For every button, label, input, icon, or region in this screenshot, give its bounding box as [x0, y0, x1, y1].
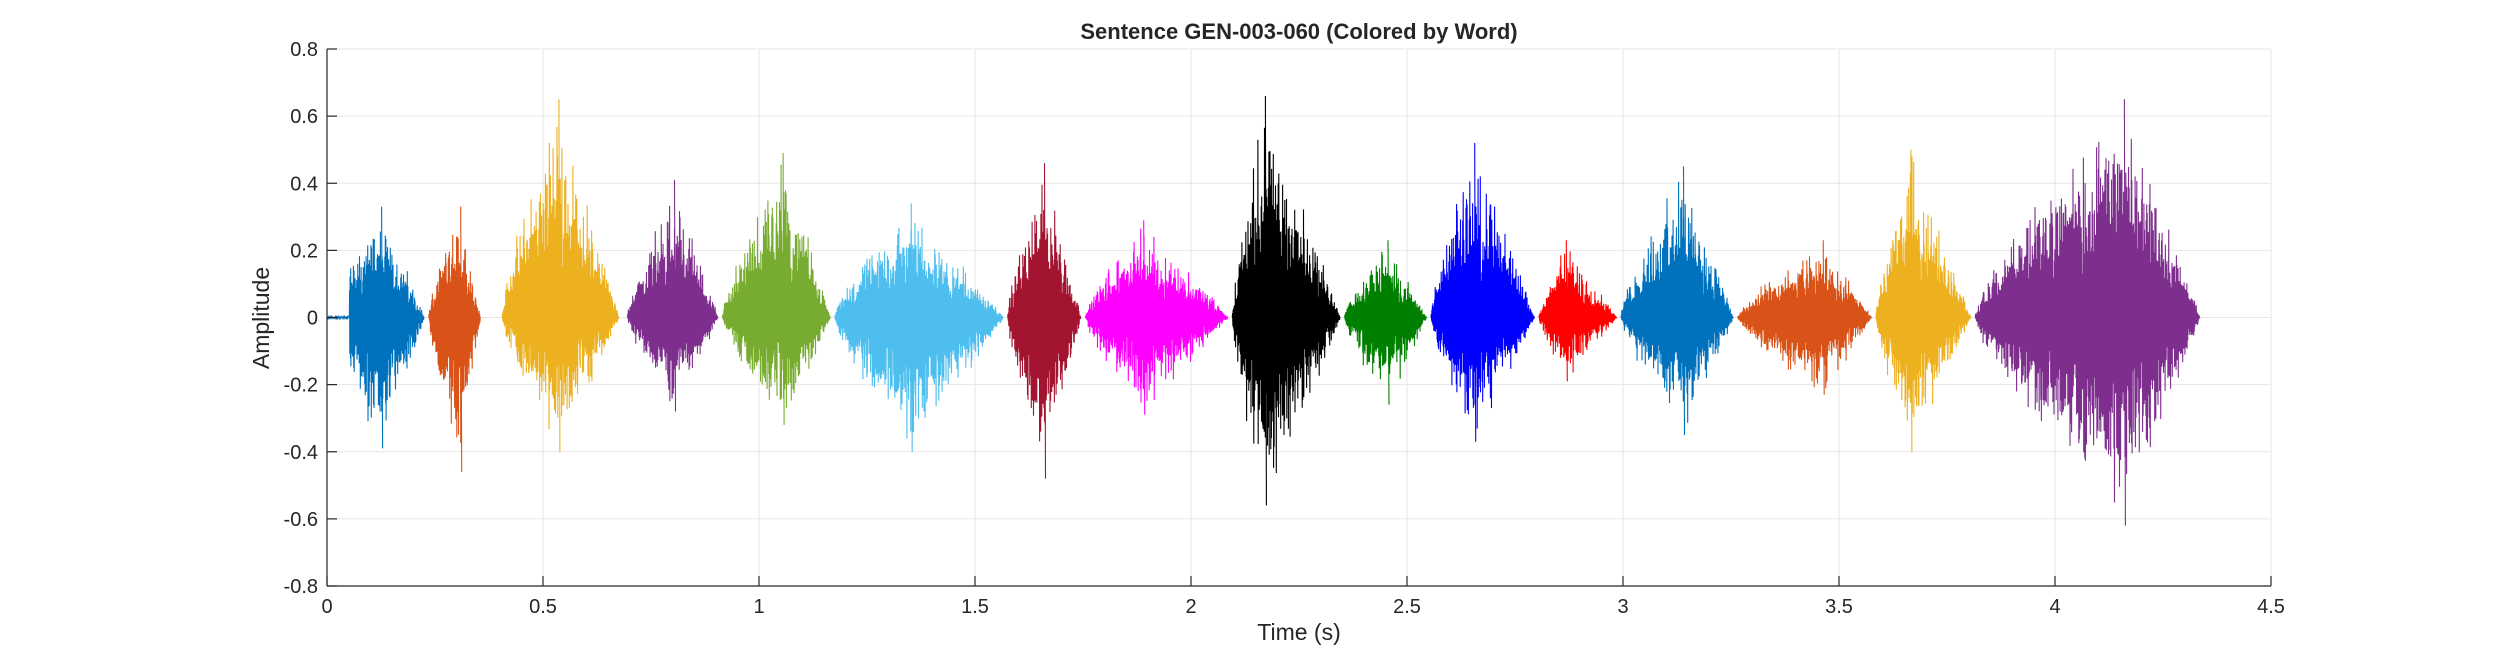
x-tick-label: 1	[753, 596, 764, 618]
word-segment-9	[1231, 95, 1341, 506]
word-segment-13	[1620, 166, 1734, 436]
word-segments	[326, 95, 2201, 526]
word-segment-2	[428, 206, 482, 472]
x-tick-label: 0.5	[529, 596, 557, 618]
word-segment-12	[1538, 240, 1618, 382]
word-segment-11	[1430, 142, 1535, 442]
chart-title: Sentence GEN-003-060 (Colored by Word)	[1080, 19, 1517, 44]
x-tick-label: 3	[1617, 596, 1628, 618]
x-axis-label: Time (s)	[1257, 619, 1340, 645]
word-segment-16	[1974, 99, 2201, 526]
y-tick-label: 0.6	[290, 106, 318, 128]
x-tick-label: 1.5	[961, 596, 989, 618]
y-tick-label: 0.2	[290, 240, 318, 262]
word-segment-14	[1737, 240, 1872, 395]
y-tick-label: 0.8	[290, 39, 318, 61]
word-segment-1	[326, 206, 425, 449]
x-tick-label: 2	[1185, 596, 1196, 618]
word-segment-3	[501, 99, 620, 452]
x-tick-label: 2.5	[1393, 596, 1421, 618]
y-tick-label: -0.6	[284, 509, 318, 531]
y-tick-label: 0.4	[290, 173, 318, 195]
x-tick-label: 3.5	[1825, 596, 1853, 618]
y-tick-label: -0.2	[284, 375, 318, 397]
word-segment-4	[626, 179, 719, 412]
y-tick-label: 0	[307, 308, 318, 330]
word-segment-5	[722, 152, 831, 425]
y-tick-label: -0.4	[284, 442, 318, 464]
y-ticks: -0.8 -0.6 -0.4 -0.2 0 0.2 0.4 0.6 0.8	[284, 39, 337, 598]
x-tick-label: 4.5	[2257, 596, 2285, 618]
x-tick-label: 0	[321, 596, 332, 618]
x-tick-label: 4	[2049, 596, 2060, 618]
word-segment-15	[1875, 149, 1972, 452]
x-ticks: 0 0.5 1 1.5 2 2.5 3 3.5 4 4.5	[321, 576, 2285, 618]
word-segment-8	[1084, 220, 1229, 415]
word-segment-10	[1344, 240, 1428, 405]
word-segment-6	[834, 203, 1004, 452]
y-tick-label: -0.8	[284, 576, 318, 598]
y-axis-label: Amplitude	[248, 267, 274, 369]
word-segment-7	[1007, 163, 1082, 479]
